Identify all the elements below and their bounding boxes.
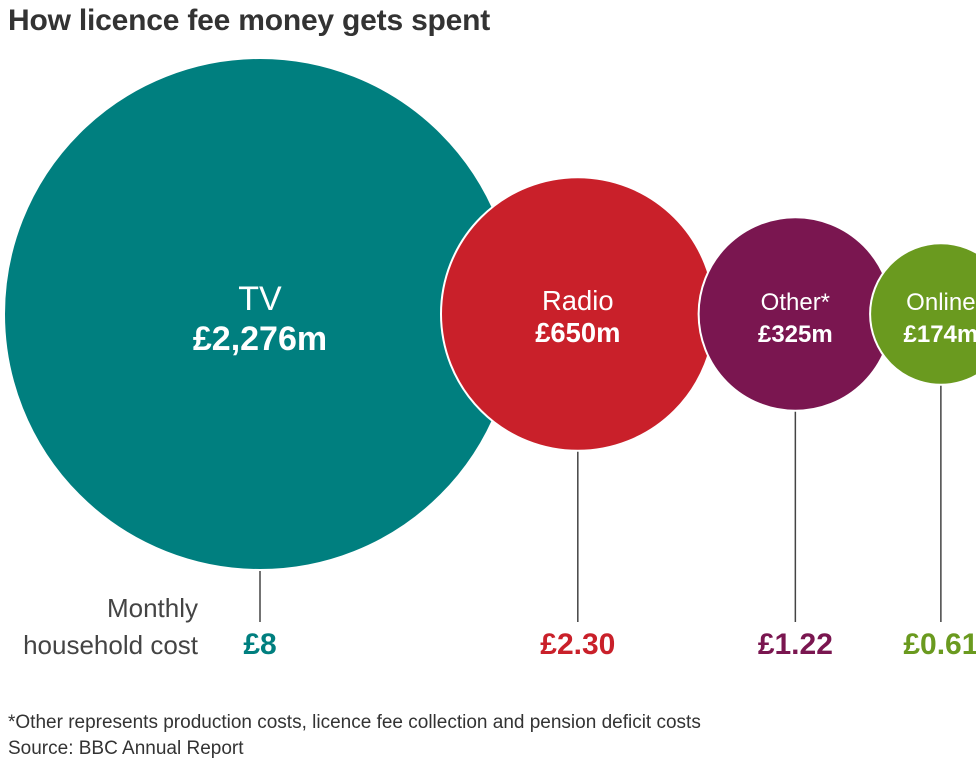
monthly-cost-tv: £8 — [243, 628, 276, 661]
monthly-cost-radio: £2.30 — [540, 628, 615, 661]
source-text: Source: BBC Annual Report — [8, 738, 244, 759]
monthly-label-line-1: Monthly — [106, 593, 198, 623]
monthly-label-line-2: household cost — [23, 630, 198, 660]
bubble-value-radio: £650m — [535, 317, 620, 348]
footnote-block: *Other represents production costs, lice… — [8, 710, 701, 762]
monthly-cost-online: £0.61 — [903, 628, 976, 661]
bubble-value-other: £325m — [758, 321, 833, 348]
bubble-value-tv: £2,276m — [193, 320, 327, 358]
bubble-label-radio: Radio — [542, 285, 614, 316]
footnote-text: *Other represents production costs, lice… — [8, 712, 701, 733]
bubble-online — [869, 242, 976, 386]
bubble-value-online: £174m — [904, 321, 976, 348]
monthly-cost-other: £1.22 — [758, 628, 833, 661]
bubble-label-online: Online — [906, 289, 975, 316]
bubble-label-tv: TV — [238, 280, 282, 318]
chart-title: How licence fee money gets spent — [8, 4, 491, 37]
monthly-household-cost-label: Monthly household cost — [0, 590, 198, 664]
bubble-label-other: Other* — [761, 289, 830, 316]
